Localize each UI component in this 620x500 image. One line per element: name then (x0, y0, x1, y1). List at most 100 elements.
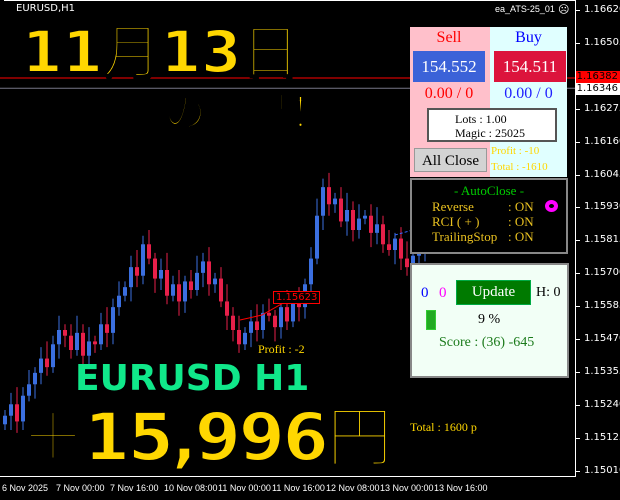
candle-body (351, 210, 355, 230)
candle-body (297, 301, 301, 308)
candle-body (195, 272, 199, 290)
reverse-value[interactable]: : ON (508, 199, 534, 214)
symbol-title: EURUSD,H1 (16, 3, 76, 14)
candle-body (321, 187, 325, 216)
price-tick-mark (576, 339, 580, 340)
update-button[interactable]: Update (456, 280, 531, 305)
candle-body (75, 332, 79, 350)
candle-body (267, 312, 271, 316)
candle-body (99, 324, 103, 345)
candle-body (375, 224, 379, 233)
price-tick: 1.16275 (584, 102, 620, 114)
trailingstop-label: TrailingStop (432, 229, 498, 244)
autoclose-values: : ON : ON : ON (508, 199, 534, 244)
price-tick: 1.15355 (584, 365, 620, 377)
price-tick: 1.15700 (584, 267, 620, 279)
candle-body (159, 270, 163, 279)
price-tick: 1.15815 (584, 234, 620, 246)
trailingstop-value[interactable]: : ON (508, 229, 534, 244)
candle-body (21, 395, 25, 422)
candle-body (369, 215, 373, 233)
candle-body (411, 255, 415, 268)
score: Score : (36) -645 (439, 335, 535, 350)
autoclose-title: - AutoClose - (453, 183, 525, 198)
candle-body (27, 384, 31, 396)
status-ring-icon (545, 200, 558, 212)
candle-body (93, 341, 97, 345)
price-tick-mark (576, 240, 580, 242)
price-tick-mark (576, 306, 580, 308)
price-tick-mark (576, 470, 580, 472)
time-tick: 7 Nov 00:00 (56, 483, 105, 493)
candle-body (171, 284, 175, 296)
ask-price-label: 1.16382 (576, 71, 620, 83)
candle-body (273, 315, 277, 328)
price-tick-mark (576, 437, 580, 439)
time-tick: 13 Nov 00:00 (380, 483, 434, 493)
candle-body (165, 270, 169, 296)
overlay-pair: EURUSD H1 (75, 358, 310, 399)
candle-body (39, 358, 43, 373)
rci-label: RCI ( + ) (432, 214, 480, 229)
candle-body (129, 267, 133, 288)
candle-body (339, 198, 343, 222)
candle-body (201, 261, 205, 273)
bid-price-label: 1.16346 (576, 83, 620, 95)
sad-face-icon: ☹ (558, 3, 570, 16)
candle-body (345, 210, 349, 222)
all-close-button[interactable]: All Close (414, 148, 487, 172)
lots: Lots : 1.00 (455, 112, 507, 126)
time-tick: 11 Nov 16:00 (272, 483, 325, 493)
candle-body (231, 315, 235, 330)
candle-body (225, 301, 229, 316)
candle-body (399, 238, 403, 259)
candle-body (393, 238, 397, 250)
candle-body (309, 258, 313, 285)
candle-body (135, 267, 139, 276)
price-tick-mark (576, 207, 580, 209)
count-blue: 0 (421, 285, 429, 301)
time-tick: 12 Nov 08:00 (326, 483, 380, 493)
candle-body (33, 372, 37, 385)
axis-border (0, 476, 576, 477)
progress-bar (426, 310, 436, 330)
overlay-profit-line: Profit : -2 (258, 342, 305, 356)
price-tick: 1.15240 (584, 398, 620, 410)
trade-price-label: 1.15623 (273, 291, 321, 304)
reverse-label: Reverse (432, 199, 474, 214)
price-tick-mark (576, 10, 580, 11)
candle-body (15, 404, 19, 422)
price-tick-mark (576, 108, 580, 110)
overlay-profit: ＋15,996円 (19, 399, 394, 477)
candle-body (147, 244, 151, 259)
candle-body (117, 295, 121, 308)
overlay-result: の結果！ (163, 87, 333, 138)
sell-label: Sell (436, 29, 462, 46)
axis-border (575, 0, 576, 476)
candle-body (141, 244, 145, 276)
price-tick-mark (576, 404, 580, 406)
price-tick-mark (576, 42, 580, 44)
candle-body (405, 258, 409, 268)
candle-body (285, 307, 289, 322)
price-tick-mark (576, 141, 580, 143)
time-tick: 7 Nov 16:00 (110, 483, 159, 493)
buy-button[interactable]: 154.511 (494, 51, 566, 82)
price-tick: 1.16045 (584, 168, 620, 180)
sell-button[interactable]: 154.552 (413, 51, 485, 82)
h-value: H: 0 (536, 285, 561, 300)
magic: Magic : 25025 (455, 126, 525, 140)
buy-label: Buy (515, 29, 542, 46)
price-tick: 1.16505 (584, 36, 620, 48)
candle-body (207, 261, 211, 285)
time-tick: 10 Nov 08:00 (164, 483, 218, 493)
candle-body (57, 330, 61, 345)
candle-body (315, 215, 319, 259)
candle-body (123, 287, 127, 296)
candle-body (249, 321, 253, 333)
candle-body (9, 404, 13, 416)
price-tick: 1.16160 (584, 135, 620, 147)
autoclose-panel: - AutoClose - Reverse RCI ( + ) Trailing… (410, 178, 568, 254)
rci-value[interactable]: : ON (508, 214, 534, 229)
